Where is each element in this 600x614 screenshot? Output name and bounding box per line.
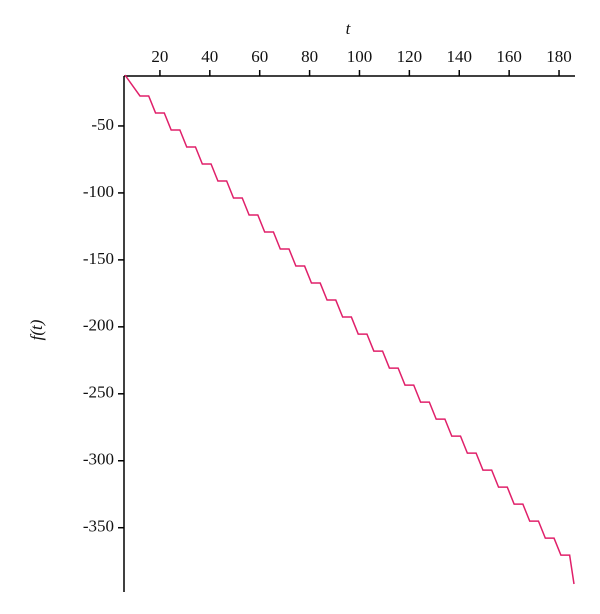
x-tick-label: 160 <box>496 47 522 66</box>
x-tick-label: 40 <box>201 47 218 66</box>
y-tick-label: -250 <box>83 383 114 402</box>
y-tick-label: -350 <box>83 517 114 536</box>
x-tick-label: 180 <box>546 47 572 66</box>
y-tick-label: -200 <box>83 316 114 335</box>
x-tick-label: 60 <box>251 47 268 66</box>
x-tick-label: 120 <box>397 47 423 66</box>
y-tick-label: -50 <box>91 115 114 134</box>
y-tick-label: -300 <box>83 450 114 469</box>
data-line <box>124 74 575 585</box>
x-tick-label: 20 <box>151 47 168 66</box>
y-tick-label: -100 <box>83 182 114 201</box>
x-axis-label: t <box>346 19 352 38</box>
x-tick-label: 100 <box>347 47 373 66</box>
y-tick-label: -150 <box>83 249 114 268</box>
x-tick-label: 140 <box>447 47 473 66</box>
y-axis-label: f(t) <box>27 319 46 340</box>
x-tick-label: 80 <box>301 47 318 66</box>
